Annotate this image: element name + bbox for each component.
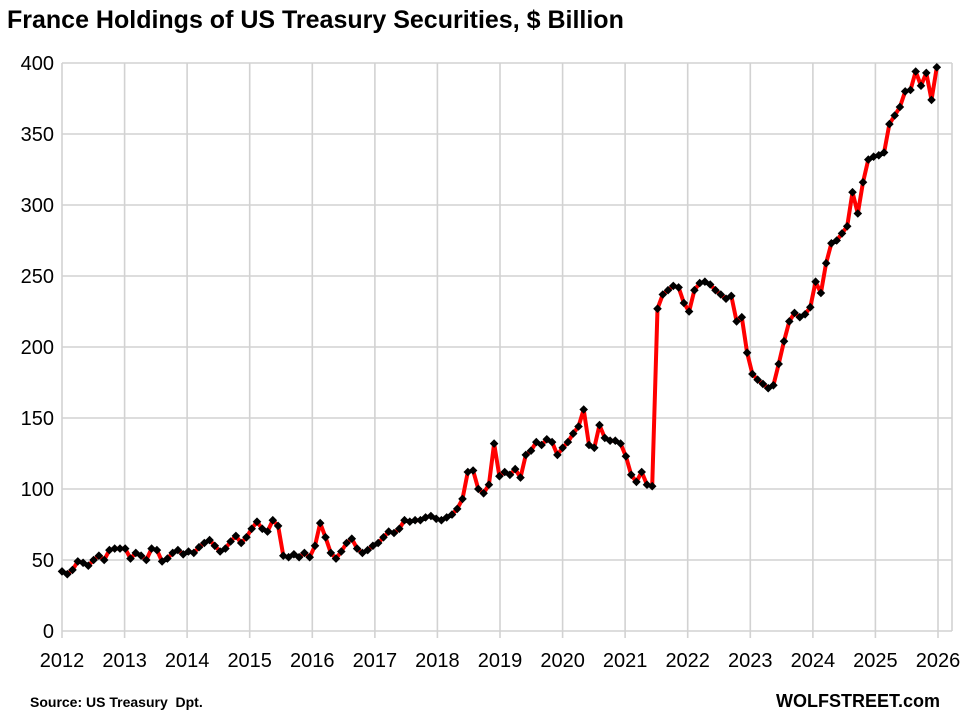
x-tick-label: 2026 bbox=[916, 650, 961, 672]
chart-title: France Holdings of US Treasury Securitie… bbox=[7, 6, 624, 34]
x-tick-label: 2025 bbox=[853, 650, 898, 672]
y-tick-label: 350 bbox=[21, 124, 54, 146]
y-tick-label: 400 bbox=[21, 53, 54, 75]
x-tick-label: 2021 bbox=[603, 650, 648, 672]
x-tick-label: 2016 bbox=[290, 650, 335, 672]
x-tick-label: 2013 bbox=[102, 650, 147, 672]
x-tick-label: 2022 bbox=[665, 650, 710, 672]
watermark-wolfstreet: WOLFSTREET.com bbox=[775, 691, 940, 711]
y-tick-label: 150 bbox=[21, 408, 54, 430]
series-markers bbox=[57, 63, 942, 579]
x-tick-label: 2012 bbox=[40, 650, 85, 672]
source-label: Source: US Treasury Dpt. bbox=[30, 694, 203, 710]
x-tick-label: 2023 bbox=[728, 650, 773, 672]
x-tick-label: 2017 bbox=[353, 650, 398, 672]
y-tick-label: 100 bbox=[21, 479, 54, 501]
x-tick-label: 2014 bbox=[165, 650, 210, 672]
x-tick-label: 2019 bbox=[478, 650, 523, 672]
y-tick-label: 200 bbox=[21, 337, 54, 359]
x-tick-label: 2024 bbox=[791, 650, 836, 672]
y-tick-label: 0 bbox=[43, 621, 54, 643]
x-tick-label: 2015 bbox=[227, 650, 272, 672]
x-tick-label: 2020 bbox=[540, 650, 585, 672]
y-tick-label: 300 bbox=[21, 195, 54, 217]
x-tick-label: 2018 bbox=[415, 650, 460, 672]
y-tick-label: 50 bbox=[32, 550, 54, 572]
y-tick-label: 250 bbox=[21, 266, 54, 288]
